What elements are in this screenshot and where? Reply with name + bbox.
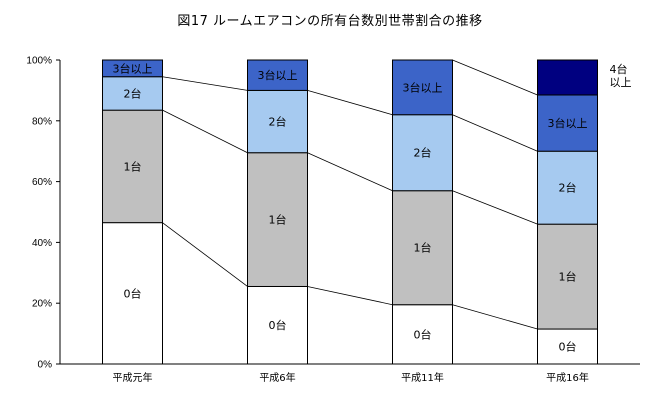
connector-line bbox=[307, 152, 393, 192]
y-tick-label: 40% bbox=[32, 238, 52, 249]
bar-segment bbox=[102, 109, 163, 224]
side-label-line: 以上 bbox=[610, 76, 632, 89]
bar-segment bbox=[537, 94, 598, 152]
y-tick-label: 80% bbox=[32, 116, 52, 127]
x-tick-label: 平成元年 bbox=[113, 371, 153, 384]
bars: 0台 1台 2台 3台以上 0台 1台 2台 3台以上 0台 1台 2台 3台以上 0台 1台 2台 3台以上 bbox=[102, 59, 598, 365]
connector-line bbox=[307, 286, 393, 306]
y-tick-label: 20% bbox=[32, 299, 52, 310]
bar-segment bbox=[537, 59, 598, 96]
bar-segment bbox=[392, 114, 453, 192]
bar-segment bbox=[247, 285, 308, 365]
bar-segment bbox=[392, 59, 453, 116]
bar-segment bbox=[247, 59, 308, 91]
connector-line bbox=[452, 114, 538, 152]
y-tick-label: 0% bbox=[38, 360, 53, 371]
connector-lines bbox=[162, 59, 538, 330]
segment-label: 2台 bbox=[269, 115, 287, 129]
segment-label: 1台 bbox=[414, 241, 432, 255]
connector-line bbox=[162, 109, 248, 154]
segment-label: 1台 bbox=[124, 159, 142, 173]
x-tick-label: 平成11年 bbox=[401, 371, 444, 384]
y-tick-label: 60% bbox=[32, 177, 52, 188]
segment-label: 3台以上 bbox=[548, 116, 588, 130]
connector-line bbox=[452, 59, 538, 96]
side-label-line: 4台 bbox=[610, 62, 628, 76]
bar-segment bbox=[247, 89, 308, 154]
connector-line bbox=[162, 76, 248, 91]
y-tick-label: 100% bbox=[26, 56, 52, 67]
x-tick-label: 平成6年 bbox=[259, 371, 295, 384]
chart-title: 図17 ルームエアコンの所有台数別世帯割合の推移 bbox=[177, 14, 483, 29]
segment-label: 3台以上 bbox=[258, 68, 298, 82]
bar-segment bbox=[102, 59, 163, 78]
segment-label: 0台 bbox=[269, 318, 287, 332]
bar-segment bbox=[247, 152, 308, 287]
bar-segment bbox=[537, 223, 598, 330]
segment-label: 0台 bbox=[414, 327, 432, 341]
segment-label: 2台 bbox=[559, 181, 577, 195]
x-tick-labels: 平成元年 平成6年 平成11年 平成16年 bbox=[113, 371, 589, 384]
connector-line bbox=[307, 90, 393, 116]
segment-label: 0台 bbox=[124, 286, 142, 300]
connector-line bbox=[452, 190, 538, 225]
segment-label: 1台 bbox=[559, 270, 577, 284]
bar-segment bbox=[537, 150, 598, 225]
connector-line bbox=[452, 304, 538, 330]
bar-segment bbox=[392, 190, 453, 306]
segment-label: 2台 bbox=[414, 146, 432, 160]
segment-label: 3台以上 bbox=[113, 61, 153, 75]
x-tick-label: 平成16年 bbox=[546, 371, 589, 384]
y-ticks: 0% 20% 40% 60% 80% 100% bbox=[26, 56, 60, 371]
segment-label: 1台 bbox=[269, 213, 287, 227]
connector-line bbox=[162, 222, 248, 287]
segment-label: 0台 bbox=[559, 340, 577, 354]
segment-label: 2台 bbox=[124, 86, 142, 100]
bar-segment bbox=[102, 76, 163, 111]
segment-label: 3台以上 bbox=[403, 80, 443, 94]
